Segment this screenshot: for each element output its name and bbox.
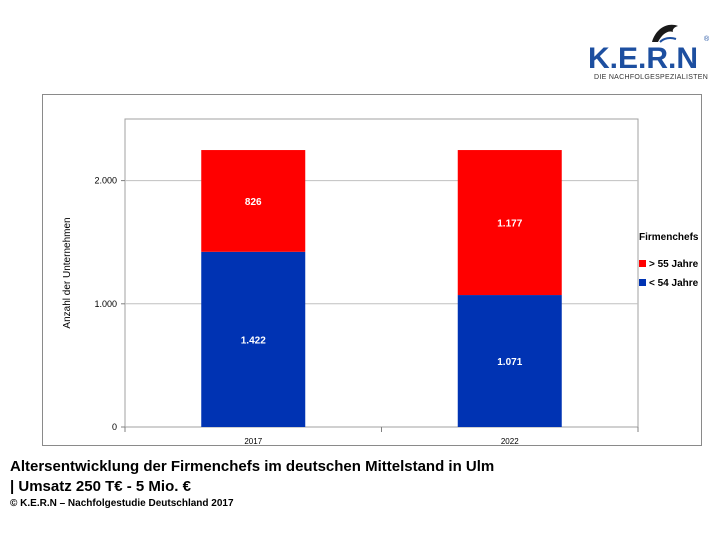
x-tick-label: 2017 bbox=[244, 437, 262, 445]
logo-tagline: DIE NACHFOLGESPEZIALISTEN bbox=[594, 74, 709, 81]
dolphin-icon bbox=[652, 24, 678, 43]
y-tick-label: 1.000 bbox=[94, 299, 117, 309]
y-tick-label: 0 bbox=[112, 422, 117, 432]
data-label: 826 bbox=[245, 197, 262, 208]
legend-title: Firmenchefs bbox=[639, 232, 699, 243]
stacked-bar-chart: 0 1.000 2.000 1.422 826 2017 1.071 1.177 2022 Anz… bbox=[62, 118, 699, 445]
bar-segment bbox=[457, 150, 562, 296]
logo-registered-mark: ® bbox=[704, 36, 710, 43]
kern-logo: K.E.R.N ® DIE NACHFOLGESPEZIALISTEN bbox=[588, 18, 712, 88]
caption-source: © K.E.R.N – Nachfolgestudie Deutschland … bbox=[10, 498, 234, 509]
x-tick-label: 2022 bbox=[501, 437, 519, 445]
bar-segment bbox=[457, 295, 562, 427]
data-label: 1.177 bbox=[497, 219, 522, 230]
bar-segment bbox=[201, 150, 306, 252]
legend-label: > 55 Jahre bbox=[649, 259, 699, 270]
bar-segment bbox=[201, 251, 306, 427]
legend-swatch bbox=[639, 279, 646, 286]
legend-swatch bbox=[639, 260, 646, 267]
y-axis-title: Anzahl der Unternehmen bbox=[62, 217, 73, 328]
caption-title: Altersentwicklung der Firmenchefs im deu… bbox=[10, 458, 495, 475]
caption: Altersentwicklung der Firmenchefs im deu… bbox=[10, 457, 710, 511]
caption-subtitle: | Umsatz 250 T€ - 5 Mio. € bbox=[10, 478, 191, 495]
y-tick-label: 2.000 bbox=[94, 176, 117, 186]
data-label: 1.422 bbox=[241, 335, 266, 346]
data-label: 1.071 bbox=[497, 357, 522, 368]
legend-label: < 54 Jahre bbox=[649, 278, 699, 289]
logo-wordmark: K.E.R.N bbox=[588, 42, 699, 75]
chart-frame: 0 1.000 2.000 1.422 826 2017 1.071 1.177 2022 Anz… bbox=[42, 94, 702, 446]
